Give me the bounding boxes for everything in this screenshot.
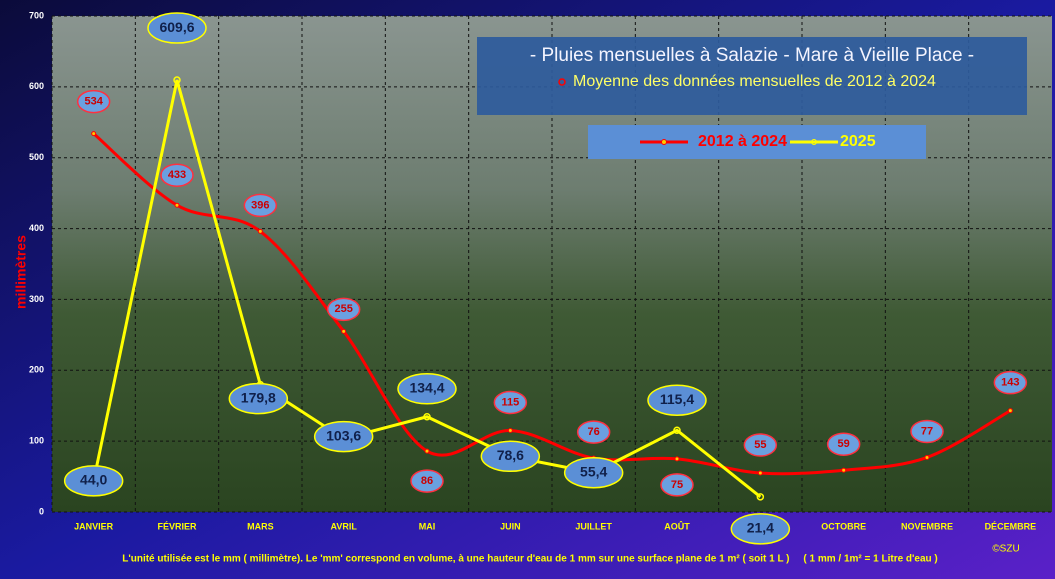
data-label: 55,4 [580, 463, 607, 479]
point [174, 202, 180, 208]
data-label: 86 [421, 475, 433, 487]
point [507, 428, 513, 434]
data-label: 75 [671, 479, 683, 491]
point [341, 328, 347, 334]
data-label: 255 [334, 303, 352, 315]
point [756, 493, 765, 501]
x-tick-label: MARS [247, 521, 274, 531]
data-label-bubble [160, 163, 194, 187]
point [173, 76, 181, 84]
data-label-bubble [63, 465, 124, 497]
y-tick-label: 600 [29, 81, 44, 91]
data-label-bubble [730, 513, 791, 545]
legend-marker [811, 139, 817, 145]
credit: ©SZU [992, 544, 1019, 555]
data-label-bubble [743, 433, 778, 457]
data-label-bubble [243, 193, 278, 218]
y-tick-label: 500 [29, 152, 44, 162]
data-label-bubble [647, 384, 707, 416]
data-label: 396 [251, 199, 269, 211]
point [91, 131, 97, 137]
data-label-bubble [147, 12, 207, 44]
y-tick-label: 700 [29, 10, 44, 20]
point [757, 470, 763, 476]
x-tick-label: AVRIL [330, 521, 357, 531]
data-label: 77 [921, 425, 933, 437]
data-label: 78,6 [497, 447, 524, 463]
data-label: 59 [838, 438, 850, 450]
footnote: L'unité utilisée est le mm ( millimètre)… [122, 554, 938, 565]
point [1007, 408, 1013, 414]
y-tick-label: 0 [39, 506, 44, 516]
data-label: 76 [588, 426, 600, 438]
data-label-bubble [410, 469, 444, 493]
point [257, 228, 263, 234]
y-axis-label: millimètres [13, 235, 29, 309]
data-label-bubble [397, 373, 457, 405]
x-tick-label: JANVIER [74, 521, 114, 531]
data-label: 115,4 [660, 391, 694, 407]
x-tick-label: NOVEMBRE [901, 521, 953, 531]
data-label-bubble [660, 473, 694, 497]
point [424, 448, 430, 454]
data-label: 55 [754, 439, 766, 451]
point [423, 413, 431, 421]
data-label: 534 [84, 96, 103, 108]
data-label: 433 [168, 169, 186, 181]
title-box [477, 37, 1027, 115]
legend-label: 2012 à 2024 [698, 133, 787, 150]
x-tick-label: FÉVRIER [157, 521, 197, 531]
data-label: 134,4 [409, 379, 444, 395]
point [924, 454, 930, 460]
y-tick-label: 200 [29, 365, 44, 375]
data-label-bubble [576, 420, 611, 444]
data-label: 103,6 [326, 427, 361, 443]
grid [51, 15, 1052, 513]
data-label: 179,8 [241, 389, 276, 405]
data-label-bubble [326, 297, 361, 322]
data-label: 609,6 [159, 19, 194, 35]
subtitle-marker [558, 78, 566, 86]
data-label-bubble [910, 419, 944, 444]
x-tick-label: MAI [419, 521, 436, 531]
y-tick-label: 300 [29, 294, 44, 304]
data-label: 143 [1001, 377, 1019, 389]
data-label-bubble [993, 370, 1028, 395]
legend-label: 2025 [840, 133, 876, 150]
data-label-bubble [480, 440, 541, 473]
series-line [92, 79, 762, 499]
x-tick-label: JUIN [500, 521, 521, 531]
x-tick-label: DÉCEMBRE [985, 521, 1037, 531]
data-label: 21,4 [747, 520, 774, 536]
legend-marker [661, 139, 667, 145]
data-label-bubble [563, 456, 624, 489]
y-tick-label: 100 [29, 436, 44, 446]
data-label: 115 [501, 396, 519, 408]
chart-title: - Pluies mensuelles à Salazie - Mare à V… [530, 45, 974, 66]
point [674, 456, 680, 462]
data-label-bubble [826, 432, 861, 456]
x-tick-label: AOÛT [664, 520, 690, 531]
x-tick-label: JUILLET [575, 521, 612, 531]
data-label-bubble [493, 390, 528, 415]
data-label-bubble [76, 89, 111, 114]
x-tick-label: OCTOBRE [821, 521, 866, 531]
chart-subtitle: Moyenne des données mensuelles de 2012 à… [573, 73, 936, 90]
data-label-bubble [228, 382, 289, 415]
data-label-bubble [313, 420, 374, 453]
point [841, 467, 847, 473]
y-tick-label: 400 [29, 223, 44, 233]
data-label: 44,0 [80, 472, 107, 488]
point [673, 426, 681, 434]
